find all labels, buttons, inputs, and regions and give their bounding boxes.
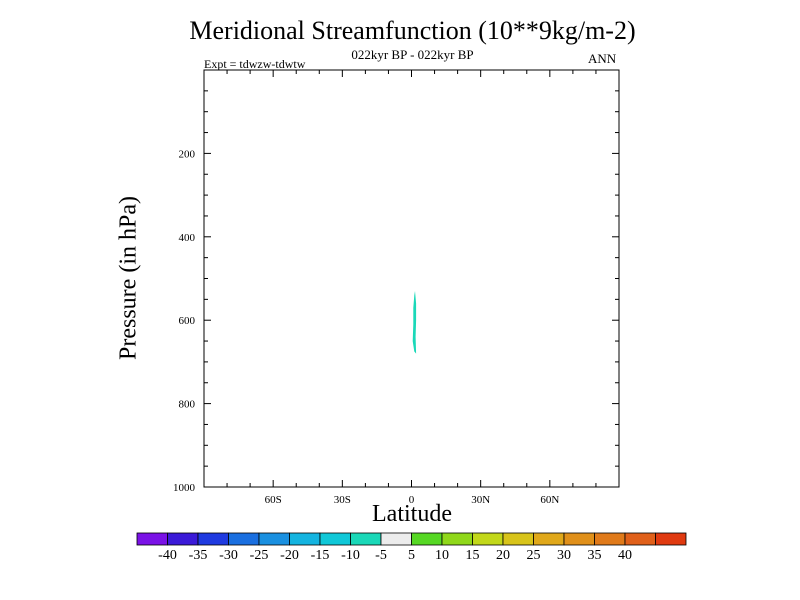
colorbar-label: 15 [466,548,480,563]
colorbar-label: 25 [527,548,541,563]
experiment-label: Expt = tdwzw-tdwtw [204,57,306,71]
colorbar-swatch [197,532,229,546]
colorbar-swatch [563,532,595,546]
colorbar-label: 10 [435,548,449,563]
y-tick-label: 1000 [173,482,196,494]
x-tick-label: 60S [265,494,282,506]
colorbar-label: 5 [408,548,415,563]
x-tick-label: 30S [334,494,351,506]
colorbar-label: -25 [250,548,269,563]
colorbar-label: -30 [219,548,238,563]
colorbar-label: 35 [588,548,602,563]
y-tick-label: 200 [179,148,196,160]
colorbar-swatch [350,532,382,546]
colorbar-label: -15 [311,548,330,563]
colorbar-label: 40 [618,548,632,563]
colorbar-swatch [655,532,687,546]
colorbar-swatch [533,532,565,546]
colorbar-label: 20 [496,548,510,563]
colorbar-label: -40 [158,548,177,563]
y-tick-label: 600 [179,315,196,327]
x-tick-label: 30N [471,494,490,506]
chart-subtitle: 022kyr BP - 022kyr BP [351,47,474,62]
y-tick-label: 400 [179,232,196,244]
colorbar-swatch [136,532,168,546]
x-tick-label: 0 [409,494,415,506]
colorbar-swatch [289,532,321,546]
y-tick-label: 800 [179,399,196,411]
colorbar-swatch [228,532,260,546]
colorbar-swatch [411,532,443,546]
season-label: ANN [588,51,617,66]
colorbar-label: -20 [280,548,299,563]
colorbar-swatch [472,532,504,546]
colorbar-label: -5 [375,548,387,563]
contour-fill-region [412,291,417,354]
chart-title: Meridional Streamfunction (10**9kg/m-2) [189,16,636,45]
colorbar-swatch [441,532,473,546]
colorbar-swatch [380,532,412,546]
colorbar-label: -10 [341,548,360,563]
colorbar-swatch [319,532,351,546]
x-axis-label: Latitude [372,501,452,527]
colorbar-label: 30 [557,548,571,563]
colorbar-swatch [594,532,626,546]
plot-frame [203,69,620,488]
colorbar-swatch [258,532,290,546]
colorbar-swatch [502,532,534,546]
colorbar-label: -35 [189,548,208,563]
x-tick-label: 60N [540,494,559,506]
colorbar-swatch [167,532,199,546]
colorbar-swatch [624,532,656,546]
